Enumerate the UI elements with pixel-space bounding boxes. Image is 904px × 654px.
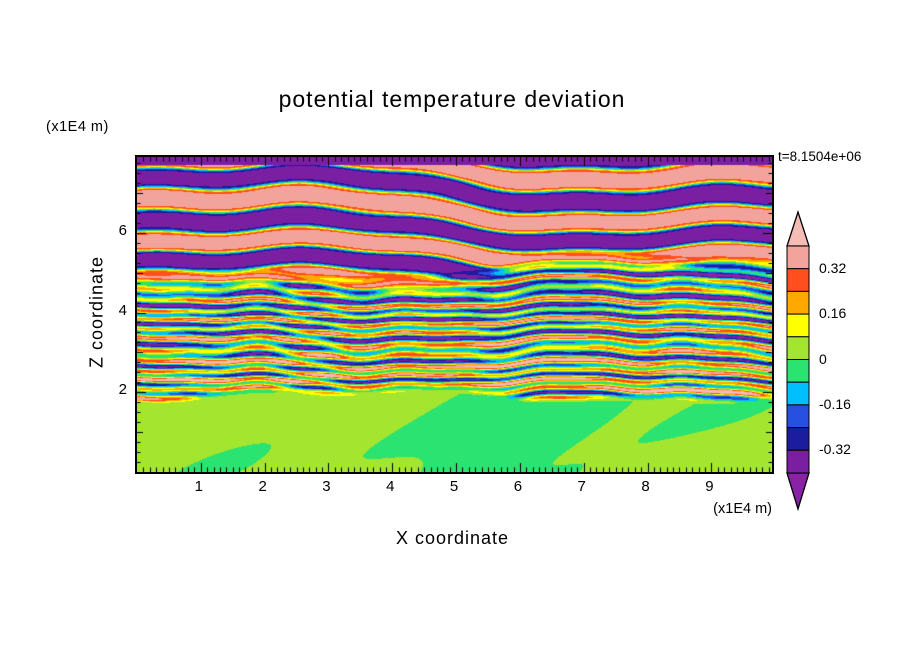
x-tick-label: 3 xyxy=(322,478,331,495)
field-canvas xyxy=(137,157,772,472)
plot-frame xyxy=(135,155,774,474)
x-tick-label: 1 xyxy=(194,478,203,495)
x-tick-label: 4 xyxy=(386,478,395,495)
colorbar-segment xyxy=(786,313,810,338)
colorbar-arrow xyxy=(786,210,810,247)
z-axis-unit-label: (x1E4 m) xyxy=(46,119,109,135)
x-tick-label: 7 xyxy=(577,478,586,495)
colorbar-segment xyxy=(786,381,810,406)
colorbar-segment xyxy=(786,427,810,451)
x-axis-label: X coordinate xyxy=(395,528,510,548)
colorbar-segment xyxy=(786,359,810,383)
x-tick-label: 5 xyxy=(449,478,459,495)
colorbar-segment xyxy=(786,245,810,270)
y-tick-label: 4 xyxy=(118,301,127,319)
colorbar-tick-label: -0.32 xyxy=(819,441,851,458)
x-tick-label: 2 xyxy=(258,478,267,495)
colorbar-tick-label: -0.16 xyxy=(819,395,851,412)
x-axis-unit-label: (x1E4 m) xyxy=(713,501,772,517)
colorbar-tick-label: 0.32 xyxy=(819,259,847,276)
x-tick-label: 9 xyxy=(705,478,714,495)
colorbar-tick-label: 0.16 xyxy=(819,305,847,322)
chart-title: potential temperature deviation xyxy=(278,86,626,112)
colorbar-segment xyxy=(786,290,810,315)
time-annotation: t=8.1504e+06 xyxy=(778,149,862,164)
colorbar xyxy=(786,210,810,512)
colorbar-arrow xyxy=(786,472,810,512)
x-tick-label: 8 xyxy=(641,478,650,495)
colorbar-segment xyxy=(786,268,810,292)
colorbar-segment xyxy=(786,449,810,474)
colorbar-segment xyxy=(786,404,810,429)
x-tick-label: 6 xyxy=(513,478,523,495)
y-tick-label: 6 xyxy=(118,221,127,239)
y-tick-label: 2 xyxy=(118,381,127,399)
colorbar-tick-label: 0 xyxy=(819,350,827,367)
colorbar-segment xyxy=(786,336,810,361)
